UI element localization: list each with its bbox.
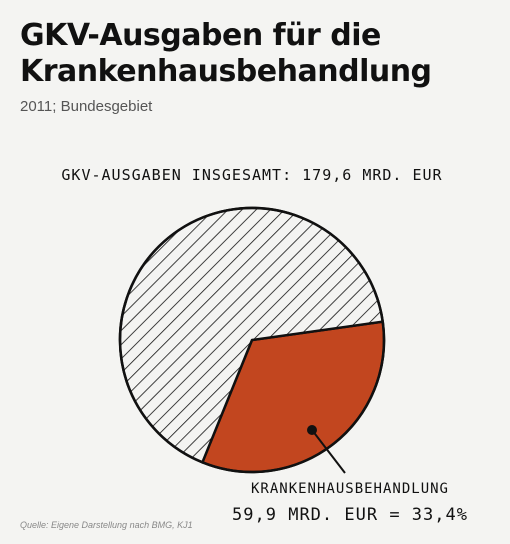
pie-slices bbox=[118, 206, 386, 474]
pie-chart: GKV-AUSGABEN INSGESAMT: 179,6 MRD. EUR K… bbox=[61, 166, 468, 525]
slice-label-value: 59,9 MRD. EUR = 33,4% bbox=[232, 505, 468, 525]
page-title: GKV-Ausgaben für die Krankenhausbehandlu… bbox=[20, 18, 432, 89]
callout-dot bbox=[307, 425, 317, 435]
page-subtitle: 2011; Bundesgebiet bbox=[20, 98, 153, 115]
pie-outline bbox=[118, 206, 386, 474]
callout-line bbox=[311, 429, 346, 474]
source-note: Quelle: Eigene Darstellung nach BMG, KJ1 bbox=[20, 520, 193, 530]
chart-total-label: GKV-AUSGABEN INSGESAMT: 179,6 MRD. EUR bbox=[61, 166, 442, 184]
slice-label-name: KRANKENHAUSBEHANDLUNG bbox=[251, 481, 449, 497]
